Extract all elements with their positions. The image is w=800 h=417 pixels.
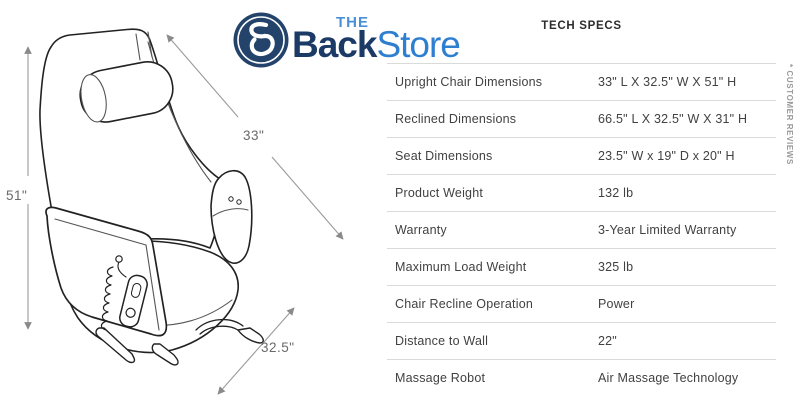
height-dimension-label: 51" (6, 188, 27, 203)
spec-value: 3-Year Limited Warranty (598, 223, 737, 237)
spec-value: Power (598, 297, 635, 311)
spec-value: 33" L X 32.5" W X 51" H (598, 75, 737, 89)
spec-value: 132 lb (598, 186, 634, 200)
spec-value: 325 lb (598, 260, 634, 274)
left-armrest-seam (54, 218, 160, 331)
spec-row-max-load-weight: Maximum Load Weight 325 lb (387, 248, 776, 285)
logo-back-text: Back (292, 24, 377, 65)
pillow-strap (135, 31, 153, 61)
spec-label: Product Weight (395, 186, 484, 200)
remote-control (119, 274, 148, 328)
spec-label: Chair Recline Operation (395, 297, 533, 311)
spec-row-upright-dimensions: Upright Chair Dimensions 33" L X 32.5" W… (387, 63, 776, 100)
recline-button (228, 196, 234, 202)
spec-row-seat-dimensions: Seat Dimensions 23.5" W x 19" D x 20" H (387, 137, 776, 174)
recline-button (236, 199, 242, 205)
customer-reviews-tab[interactable]: * CUSTOMER REVIEWS (785, 64, 794, 165)
spec-label: Seat Dimensions (395, 149, 493, 163)
logo-store-text: Store (376, 24, 460, 65)
backstore-logo[interactable]: THE BackStore (233, 12, 461, 68)
right-armrest (210, 169, 253, 264)
spec-label: Upright Chair Dimensions (395, 75, 543, 89)
spec-value: 23.5" W x 19" D x 20" H (598, 149, 735, 163)
spec-label: Maximum Load Weight (395, 260, 527, 274)
dimension-width-line (255, 307, 295, 352)
remote-hook (115, 255, 123, 263)
tech-specs-panel: TECH SPECS Upright Chair Dimensions 33" … (387, 20, 776, 396)
chair-diagram: 51" 33" 32.5" (6, 28, 344, 395)
logo-the-text: THE (336, 14, 369, 31)
spec-row-recline-operation: Chair Recline Operation Power (387, 285, 776, 322)
coiled-cord (100, 266, 114, 331)
remote-cord (117, 261, 127, 278)
backstore-wordmark: THE BackStore (292, 12, 461, 65)
footrest-bar (195, 319, 244, 335)
backstore-b-icon (233, 12, 289, 68)
width-dimension-label: 32.5" (261, 340, 295, 355)
spec-row-warranty: Warranty 3-Year Limited Warranty (387, 211, 776, 248)
spec-value: Air Massage Technology (598, 371, 739, 385)
spec-value: 22" (598, 334, 617, 348)
spec-label: Massage Robot (395, 371, 486, 385)
spec-row-massage-robot: Massage Robot Air Massage Technology (387, 359, 776, 396)
spec-label: Reclined Dimensions (395, 112, 517, 126)
base-legs (95, 327, 264, 366)
spec-label: Distance to Wall (395, 334, 489, 348)
tech-specs-table: Upright Chair Dimensions 33" L X 32.5" W… (387, 63, 776, 396)
spec-row-product-weight: Product Weight 132 lb (387, 174, 776, 211)
spec-value: 66.5" L X 32.5" W X 31" H (598, 112, 748, 126)
dimension-lines (24, 34, 344, 395)
dimension-width-line (217, 350, 257, 395)
depth-dimension-label: 33" (243, 128, 264, 143)
tech-specs-title: TECH SPECS (541, 20, 622, 32)
headrest-pillow (79, 61, 174, 123)
right-armrest-seam (212, 208, 249, 217)
spec-row-reclined-dimensions: Reclined Dimensions 66.5" L X 32.5" W X … (387, 100, 776, 137)
spec-row-distance-to-wall: Distance to Wall 22" (387, 322, 776, 359)
dimension-depth-line (166, 34, 239, 118)
dimension-depth-line (271, 156, 344, 240)
spec-label: Warranty (395, 223, 447, 237)
chair-line-art (39, 28, 264, 366)
